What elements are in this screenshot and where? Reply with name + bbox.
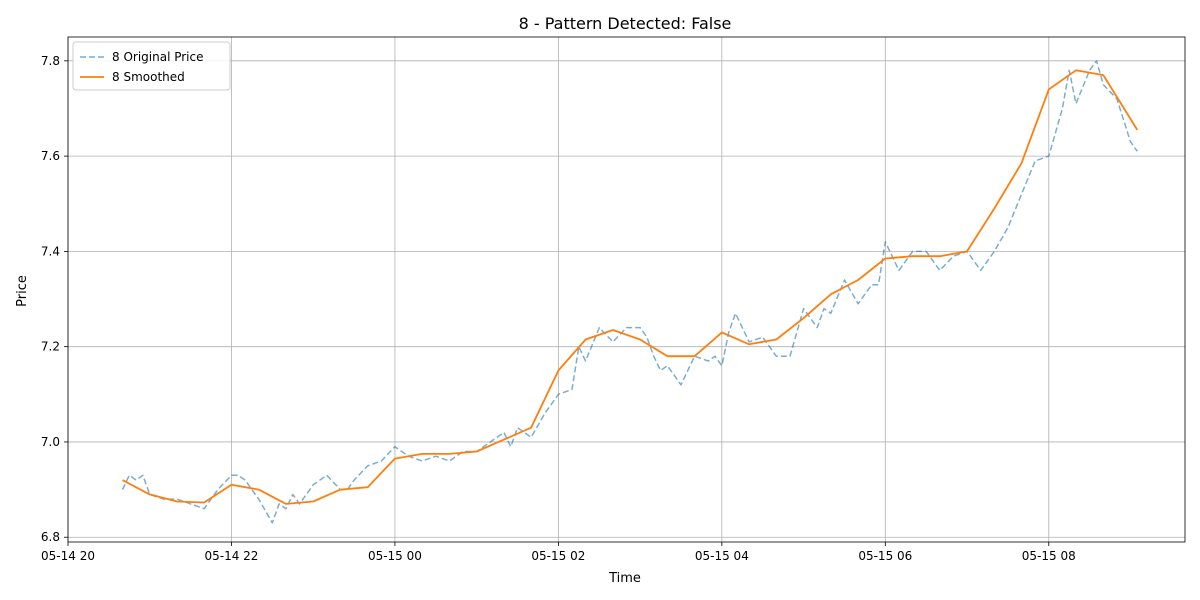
x-tick-label: 05-14 22 xyxy=(204,549,258,563)
x-axis: 05-14 20 05-14 22 05-15 00 05-15 02 05-15 04… xyxy=(41,542,1076,563)
y-tick-label: 7.6 xyxy=(41,149,60,163)
legend: 8 Original Price 8 Smoothed xyxy=(72,41,231,91)
y-tick-label: 7.8 xyxy=(41,54,60,68)
legend-box xyxy=(72,41,231,91)
grid-lines xyxy=(67,37,1185,542)
x-tick-label: 05-15 08 xyxy=(1022,549,1076,563)
chart-title: 8 - Pattern Detected: False xyxy=(519,14,732,33)
series-line-smoothed xyxy=(122,69,1139,505)
x-tick-label: 05-15 06 xyxy=(858,549,912,563)
legend-entry-label: 8 Original Price xyxy=(112,50,204,64)
x-tick-label: 05-14 20 xyxy=(41,549,95,563)
y-tick-label: 7.4 xyxy=(41,244,60,258)
plot-series xyxy=(121,60,1139,524)
y-axis: 6.8 7.0 7.2 7.4 7.6 7.8 xyxy=(41,54,68,544)
legend-entry-label: 8 Smoothed xyxy=(112,70,185,84)
x-tick-label: 05-15 00 xyxy=(368,549,422,563)
plot-frame xyxy=(67,36,1186,543)
x-tick-label: 05-15 04 xyxy=(695,549,749,563)
y-tick-label: 7.2 xyxy=(41,340,60,354)
x-tick-label: 05-15 02 xyxy=(531,549,585,563)
series-line-original-price xyxy=(121,60,1138,524)
x-axis-label: Time xyxy=(608,571,641,586)
y-axis-label: Price xyxy=(15,275,30,307)
y-tick-label: 6.8 xyxy=(41,530,60,544)
y-tick-label: 7.0 xyxy=(41,435,60,449)
